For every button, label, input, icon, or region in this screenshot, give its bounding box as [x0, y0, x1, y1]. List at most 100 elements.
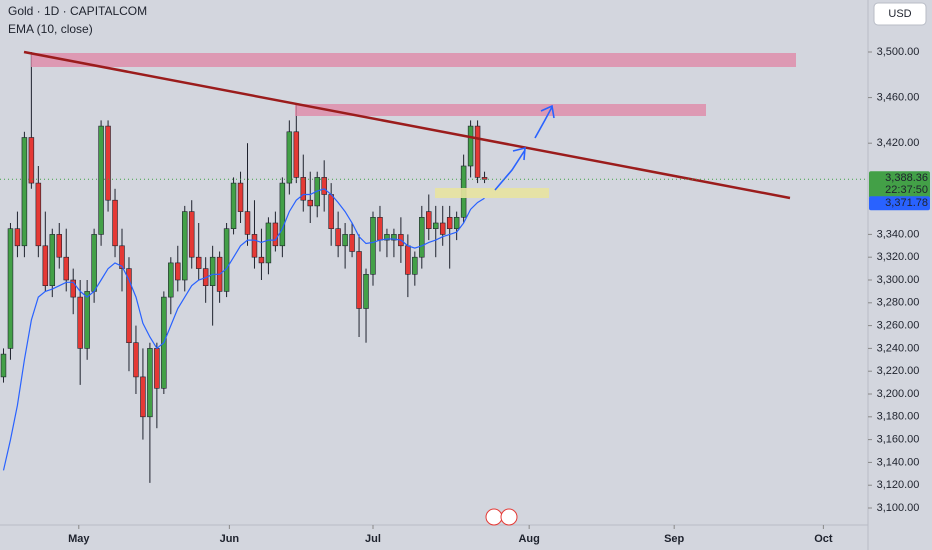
- x-tick-label: Jun: [220, 533, 240, 545]
- y-tick-label: 3,260.00: [877, 320, 920, 332]
- candle-body: [126, 268, 132, 344]
- candle-body: [168, 262, 174, 298]
- candle-body: [98, 125, 104, 235]
- candle-body: [77, 296, 83, 349]
- candle-body: [63, 256, 69, 281]
- symbol-title: Gold · 1D · CAPITALCOM: [8, 4, 147, 18]
- candle-body: [307, 199, 313, 207]
- y-tick-label: 3,100.00: [877, 502, 920, 514]
- candle-body: [119, 245, 125, 269]
- arrow-head: [512, 146, 526, 161]
- indicator-name: EMA (10, close): [8, 22, 93, 36]
- candle-body: [195, 256, 202, 269]
- candle-body: [412, 256, 418, 275]
- candle-body: [35, 182, 42, 247]
- candle-body: [70, 279, 76, 298]
- candle-body: [467, 125, 474, 167]
- y-tick-label: 3,420.00: [877, 137, 920, 149]
- y-tick-label: 3,180.00: [877, 411, 920, 423]
- projection-arrows: [494, 104, 555, 191]
- candle-body: [300, 177, 307, 201]
- candle-body: [453, 216, 460, 229]
- candle-body: [133, 342, 139, 378]
- candle-body: [223, 228, 230, 292]
- plot-area: [0, 51, 488, 483]
- candle-body: [154, 348, 160, 389]
- support-zone: [435, 188, 549, 198]
- candle-body: [342, 234, 348, 247]
- currency-label: USD: [888, 8, 911, 20]
- arrow: [534, 106, 553, 139]
- candle-body: [328, 194, 334, 229]
- candle-body: [293, 131, 300, 178]
- candle-body: [237, 182, 244, 212]
- y-tick-label: 3,120.00: [877, 479, 920, 491]
- bar-countdown: 22:37:50: [885, 184, 928, 196]
- currency-button[interactable]: [873, 2, 927, 26]
- candle-body: [363, 273, 369, 309]
- candle-body: [377, 216, 383, 241]
- arrow-head: [540, 104, 555, 119]
- event-icons: [485, 508, 518, 526]
- candle-body: [405, 245, 411, 275]
- event-icon: [500, 508, 518, 526]
- y-tick-label: 3,340.00: [877, 228, 920, 240]
- candle-body: [279, 182, 286, 247]
- candle-body: [56, 234, 63, 258]
- ema-line: [2, 188, 485, 471]
- resistance-zone: [295, 104, 706, 116]
- last-price-box: [869, 171, 930, 199]
- y-tick-label: 3,460.00: [877, 91, 920, 103]
- candle-body: [426, 211, 432, 229]
- candle-body: [439, 222, 446, 235]
- candle-body: [175, 262, 181, 281]
- candle-body: [251, 234, 258, 258]
- candle-body: [42, 245, 49, 287]
- candle-body: [258, 256, 265, 264]
- candle-body: [140, 376, 146, 418]
- event-icon: [485, 508, 503, 526]
- candle-body: [265, 222, 272, 264]
- ema-price-box: [869, 196, 930, 211]
- candle-body: [474, 125, 481, 178]
- candle-body: [28, 137, 35, 184]
- candle-body: [209, 256, 216, 287]
- ema-price-label: 3,371.78: [885, 197, 928, 209]
- candle-body: [14, 228, 21, 247]
- candle-body: [244, 211, 251, 235]
- x-tick-label: Sep: [664, 533, 684, 545]
- x-tick-label: Aug: [518, 533, 539, 545]
- candle-body: [0, 353, 7, 378]
- resistance-zone: [31, 53, 796, 67]
- y-tick-label: 3,160.00: [877, 434, 920, 446]
- candle-body: [188, 211, 195, 258]
- candle-body: [91, 234, 97, 292]
- candle-body: [384, 234, 390, 241]
- candle-body: [84, 291, 90, 349]
- y-tick-label: 3,300.00: [877, 274, 920, 286]
- candle-body: [7, 228, 14, 349]
- y-tick-label: 3,500.00: [877, 46, 920, 58]
- last-price-label: 3,388.36: [885, 172, 928, 184]
- candle-body: [147, 348, 153, 418]
- candle-body: [446, 216, 453, 229]
- candle-body: [182, 211, 188, 281]
- x-tick-label: Jul: [365, 533, 381, 545]
- candle-body: [105, 125, 111, 201]
- candle-body: [112, 199, 118, 247]
- y-tick-label: 3,320.00: [877, 251, 920, 263]
- candle-body: [335, 228, 341, 247]
- candle-body: [419, 216, 425, 258]
- candle-body: [391, 234, 397, 241]
- y-tick-label: 3,220.00: [877, 365, 920, 377]
- trendline: [23, 50, 791, 200]
- candle-body: [349, 234, 355, 252]
- y-tick-label: 3,240.00: [877, 342, 920, 354]
- candle-body: [356, 251, 362, 309]
- x-tick-label: Oct: [814, 533, 833, 545]
- candle-body: [286, 131, 293, 184]
- candle-body: [272, 222, 279, 247]
